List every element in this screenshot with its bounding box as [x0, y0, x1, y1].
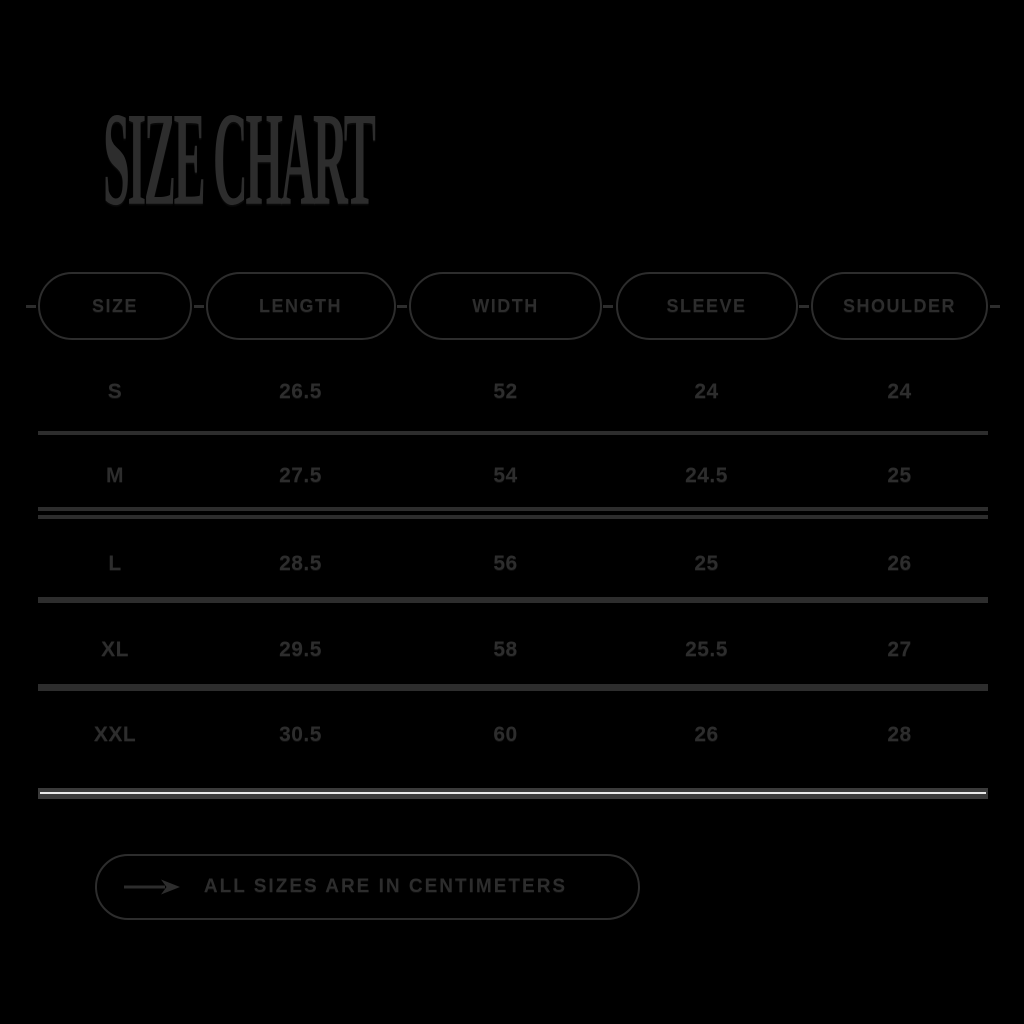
cell-shoulder: 25: [887, 464, 912, 487]
header-pill-shoulder: SHOULDER: [811, 272, 988, 340]
cell-sleeve: 25: [694, 552, 719, 575]
cell-sleeve: 24.5: [685, 464, 728, 487]
connector-dash: [397, 304, 407, 308]
cell-sleeve: 25.5: [685, 638, 728, 661]
table-row: L 28.5 56 25 26: [38, 549, 988, 579]
connector-dash: [194, 304, 204, 308]
cell-sleeve: 26: [694, 723, 719, 746]
cell-length: 26.5: [279, 380, 322, 403]
connector-dash: [603, 304, 613, 308]
cell-width: 60: [493, 723, 518, 746]
header-pill-sleeve: SLEEVE: [615, 272, 798, 340]
rule-highlight: [40, 792, 986, 794]
cell-size: M: [106, 464, 124, 487]
header-label-length: LENGTH: [259, 295, 342, 316]
table-bottom-rule: [38, 788, 988, 799]
connector-dash: [799, 304, 809, 308]
cell-size: XL: [101, 638, 129, 661]
table-row: S 26.5 52 24 24: [38, 377, 988, 407]
header-pill-width: WIDTH: [409, 272, 602, 340]
cell-length: 27.5: [279, 464, 322, 487]
header-pill-size: SIZE: [38, 272, 192, 340]
header-label-width: WIDTH: [472, 295, 539, 316]
row-divider: [38, 597, 988, 603]
cell-shoulder: 26: [887, 552, 912, 575]
cell-length: 29.5: [279, 638, 322, 661]
units-note-text: ALL SIZES ARE IN CENTIMETERS: [203, 876, 568, 897]
row-divider: [38, 684, 988, 691]
cell-size: S: [107, 380, 123, 403]
cell-width: 52: [493, 380, 518, 403]
connector-dash: [990, 304, 1000, 308]
cell-width: 54: [493, 464, 518, 487]
units-note-pill: ALL SIZES ARE IN CENTIMETERS: [95, 854, 640, 920]
table-row: XXL 30.5 60 26 28: [38, 720, 988, 750]
cell-shoulder: 24: [887, 380, 912, 403]
right-arrow-icon: [123, 876, 181, 898]
cell-width: 58: [493, 638, 518, 661]
page-title: SIZE CHART: [103, 83, 376, 234]
table-header-row: SIZE LENGTH WIDTH SLEEVE SHOULDER: [26, 272, 1000, 340]
row-divider: [38, 515, 988, 519]
cell-size: XXL: [93, 723, 137, 746]
header-pill-length: LENGTH: [205, 272, 396, 340]
cell-shoulder: 28: [887, 723, 912, 746]
header-label-sleeve: SLEEVE: [666, 295, 747, 316]
cell-shoulder: 27: [887, 638, 912, 661]
row-divider: [38, 431, 988, 435]
cell-width: 56: [493, 552, 518, 575]
header-label-shoulder: SHOULDER: [842, 295, 956, 316]
cell-length: 30.5: [279, 723, 322, 746]
cell-length: 28.5: [279, 552, 322, 575]
connector-dash: [26, 304, 36, 308]
cell-sleeve: 24: [694, 380, 719, 403]
header-label-size: SIZE: [91, 295, 138, 316]
cell-size: L: [108, 552, 122, 575]
table-row: M 27.5 54 24.5 25: [38, 461, 988, 491]
table-row: XL 29.5 58 25.5 27: [38, 635, 988, 665]
row-divider: [38, 507, 988, 511]
